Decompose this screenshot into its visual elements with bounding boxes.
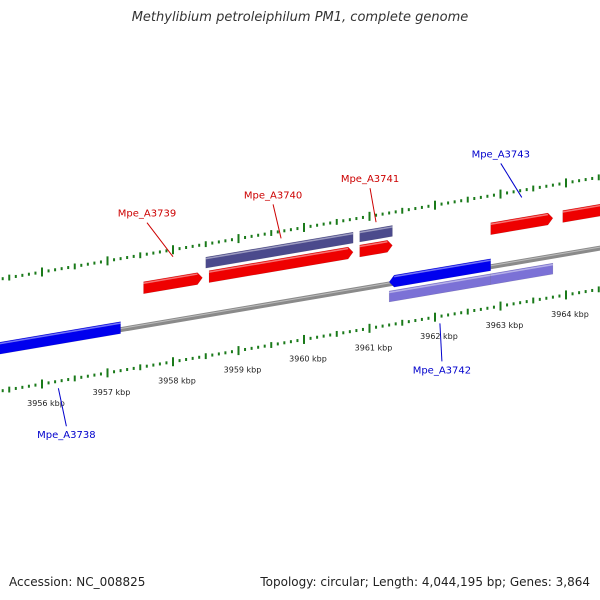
label-leader-line (439, 323, 443, 362)
genome-summary-text: Topology: circular; Length: 4,044,195 bp… (260, 575, 590, 589)
feature-10-bar (562, 203, 600, 223)
gene-label-mpe-a3742: Mpe_A3742 (413, 365, 471, 376)
bar-highlight (490, 213, 549, 225)
tick-label: 3963 kbp (486, 321, 524, 330)
bar-highlight (389, 274, 491, 294)
gene-label-mpe-a3740: Mpe_A3740 (244, 190, 302, 201)
label-leader-line (146, 222, 174, 258)
tick-label: 3959 kbp (224, 366, 262, 375)
accession-text: Accession: NC_008825 (9, 575, 146, 589)
label-leader-line (57, 388, 67, 427)
tick-label: 3956 kbp (27, 399, 65, 408)
bar-highlight (205, 232, 354, 260)
tick-label: 3962 kbp (420, 332, 458, 341)
bar-highlight (208, 247, 349, 273)
bar-highlight (359, 241, 388, 248)
tick-label: 3957 kbp (93, 388, 131, 397)
feature-3-bar (205, 231, 354, 269)
bar-highlight (143, 273, 198, 284)
feature-labels: Mpe_A3738 Mpe_A3739 Mpe_A3740 Mpe_A3741 Mpe_… (37, 149, 530, 441)
bar-highlight (0, 322, 121, 345)
label-leader-line (272, 204, 282, 239)
tick-label: 3964 kbp (551, 310, 589, 319)
upper-tick-track (1, 174, 600, 281)
bar-highlight (394, 259, 491, 278)
bar-highlight (359, 226, 393, 234)
tick-label: 3958 kbp (158, 377, 196, 386)
bar-highlight (490, 263, 554, 276)
mpe-a3739-bar (143, 272, 203, 295)
feature-track (0, 203, 600, 355)
label-leader-line (369, 188, 377, 223)
label-leader-line (500, 163, 523, 198)
gene-label-mpe-a3739: Mpe_A3739 (118, 209, 176, 220)
feature-5-bar (359, 225, 393, 243)
gene-label-mpe-a3738: Mpe_A3738 (37, 430, 95, 441)
map-title: Methylibium petroleiphilum PM1, complete… (131, 10, 469, 25)
mpe-a3740-bar (208, 246, 354, 283)
mpe-a3741-bar (359, 240, 393, 258)
lower-tick-track: 3956 kbp 3957 kbp 3958 kbp 3959 kbp 3960 kbp… (1, 286, 600, 408)
mpe-a3738-bar (0, 321, 121, 355)
bar-highlight (562, 204, 600, 213)
gene-label-mpe-a3743: Mpe_A3743 (472, 149, 530, 160)
tick-label: 3961 kbp (355, 343, 393, 352)
gene-label-mpe-a3741: Mpe_A3741 (341, 174, 399, 185)
mpe-a3743-bar (490, 262, 554, 286)
feature-8-bar (490, 212, 554, 236)
tick-label: 3960 kbp (289, 354, 327, 363)
mpe-a3742-bar (388, 258, 491, 288)
